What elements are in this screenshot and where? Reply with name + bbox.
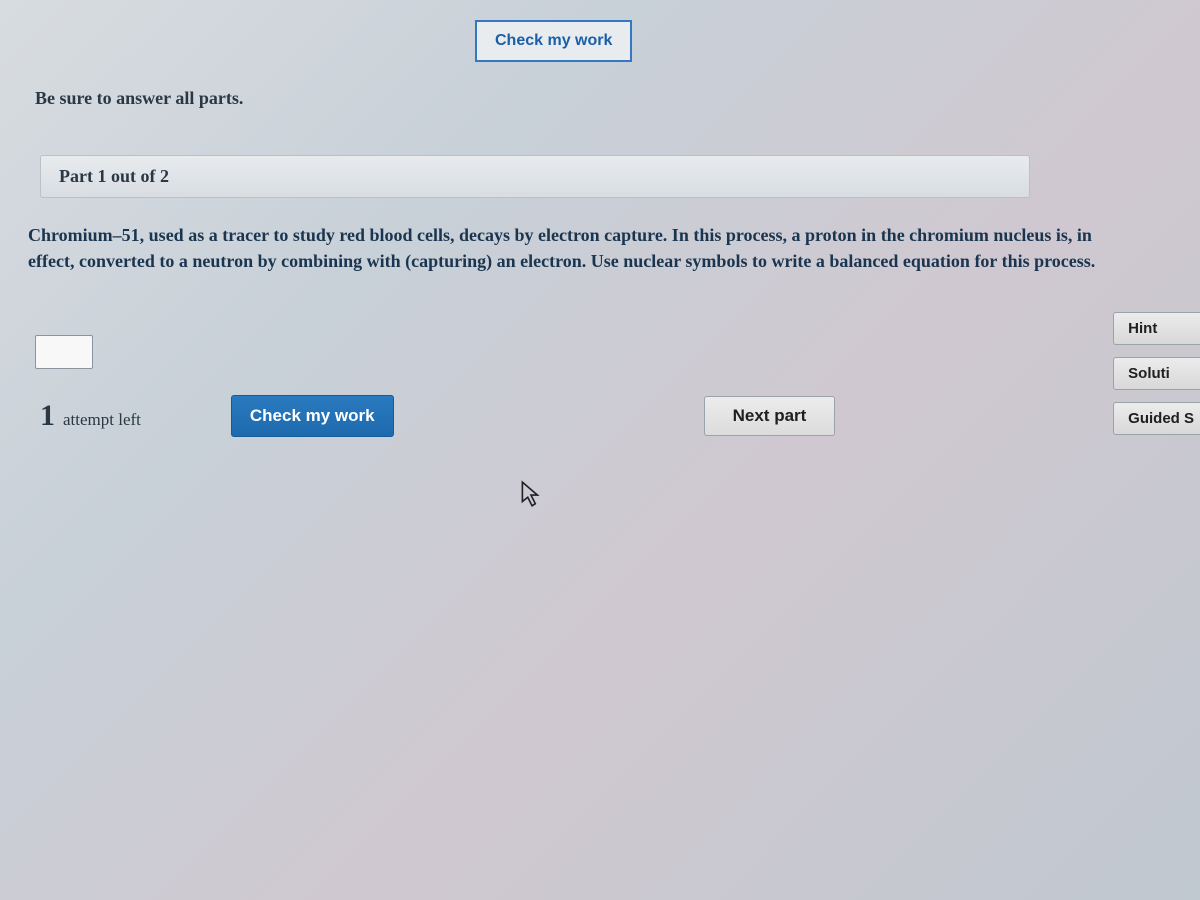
instruction-text: Be sure to answer all parts. (35, 88, 243, 109)
solution-button[interactable]: Soluti (1113, 357, 1200, 390)
guided-solution-button[interactable]: Guided S (1113, 402, 1200, 435)
part-header: Part 1 out of 2 (40, 155, 1030, 198)
attempts-label: attempt left (63, 410, 141, 430)
check-my-work-button[interactable]: Check my work (231, 395, 394, 437)
hint-button[interactable]: Hint (1113, 312, 1200, 345)
answer-input[interactable] (35, 335, 93, 369)
attempts-remaining: 1 attempt left (40, 399, 141, 433)
check-my-work-top-button[interactable]: Check my work (475, 20, 632, 62)
question-text: Chromium–51, used as a tracer to study r… (28, 222, 1100, 274)
attempts-count: 1 (40, 399, 55, 433)
next-part-button[interactable]: Next part (704, 396, 836, 436)
cursor-icon (520, 480, 542, 508)
